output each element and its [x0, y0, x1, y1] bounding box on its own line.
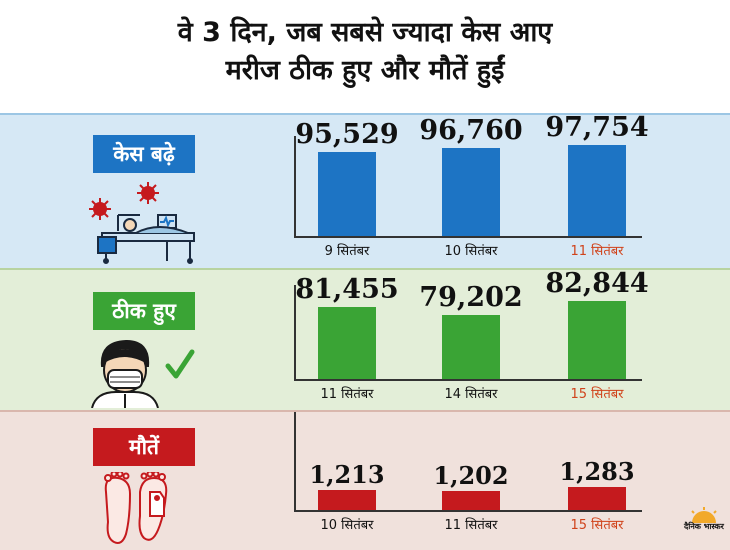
deaths-value-label-3: 1,283: [559, 457, 635, 486]
masked-person-check-icon: [91, 339, 195, 408]
cases-category-label-2: 10 सितंबर: [444, 244, 498, 259]
deaths-value-label-2: 1,202: [433, 461, 509, 490]
cases-value-label-2: 96,760: [419, 115, 523, 146]
deaths-x-axis: [294, 510, 642, 512]
deaths-panel: मौतें: [0, 410, 730, 550]
cases-category-label-3: 11 सितंबर: [570, 244, 624, 259]
cases-value-label-1: 95,529: [295, 119, 399, 150]
feet-tag-icon: [104, 472, 168, 544]
recovered-x-axis: [294, 379, 642, 381]
recovered-bar-1: [318, 307, 376, 379]
recovered-y-axis: [294, 285, 296, 381]
recovered-value-label-1: 81,455: [295, 274, 399, 305]
deaths-value-label-1: 1,213: [309, 460, 385, 489]
recovered-value-label-2: 79,202: [419, 282, 523, 313]
recovered-category-label-1: 11 सितंबर: [320, 387, 374, 402]
page-subtitle: मरीज ठीक हुए और मौतें हुईं: [225, 55, 505, 86]
dainik-bhaskar-logo: दैनिक भास्कर: [684, 507, 724, 545]
logo-text: दैनिक भास्कर: [684, 522, 724, 531]
deaths-category-label-2: 11 सितंबर: [444, 518, 498, 533]
cases-bar-3: [568, 145, 626, 236]
recovered-category-label-2: 14 सितंबर: [444, 387, 498, 402]
page-title: वे 3 दिन, जब सबसे ज्यादा केस आए: [177, 17, 553, 48]
cases-label: केस बढ़े: [93, 135, 195, 173]
deaths-label: मौतें: [93, 428, 195, 466]
cases-bar-1: [318, 152, 376, 236]
recovered-bar-3: [568, 301, 626, 379]
cases-category-label-1: 9 सितंबर: [324, 244, 370, 259]
recovered-value-label-3: 82,844: [545, 268, 649, 299]
recovered-category-label-3: 15 सितंबर: [570, 387, 624, 402]
recovered-bar-2: [442, 315, 500, 379]
cases-value-label-3: 97,754: [545, 112, 649, 143]
cases-bar-2: [442, 148, 500, 236]
recovered-label: ठीक हुए: [93, 292, 195, 330]
deaths-bar-3: [568, 487, 626, 510]
deaths-bar-2: [442, 491, 500, 510]
deaths-category-label-1: 10 सितंबर: [320, 518, 374, 533]
deaths-y-axis: [294, 412, 296, 512]
sun-logo-icon: [691, 507, 717, 523]
header: वे 3 दिन, जब सबसे ज्यादा केस आए मरीज ठीक…: [0, 0, 730, 113]
deaths-category-label-3: 15 सितंबर: [570, 518, 624, 533]
hospital-virus-icon: [89, 182, 195, 264]
cases-x-axis: [294, 236, 642, 238]
deaths-bar-1: [318, 490, 376, 510]
cases-y-axis: [294, 136, 296, 238]
